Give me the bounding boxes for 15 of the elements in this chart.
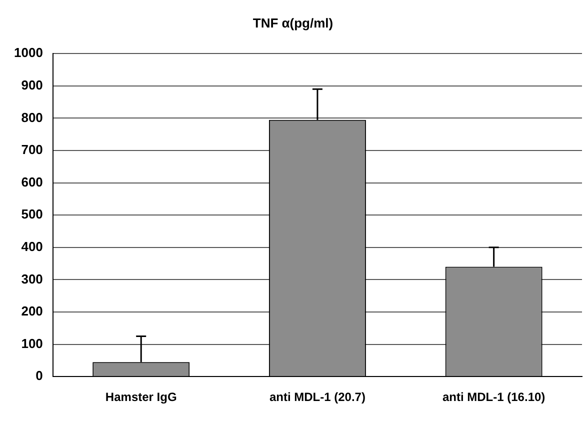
y-tick-label: 700 [21, 142, 43, 158]
y-tick-label: 300 [21, 271, 43, 286]
chart-title: TNF α(pg/ml) [252, 15, 334, 30]
y-tick-label: 500 [21, 206, 43, 222]
x-tick-label: anti MDL-1 (20.7) [269, 390, 366, 404]
x-tick-label: Hamster IgG [105, 390, 177, 404]
y-tick-label: 0 [36, 368, 43, 384]
y-tick-label: 900 [21, 77, 43, 92]
y-tick-label: 200 [21, 304, 43, 319]
y-tick-label: 600 [21, 174, 43, 190]
y-tick-label: 800 [21, 110, 43, 125]
y-tick-label: 400 [21, 238, 43, 254]
y-tick-label: 1000 [14, 45, 43, 60]
x-tick-label: anti MDL-1 (16.10) [442, 390, 546, 404]
y-tick-label: 100 [21, 336, 43, 351]
